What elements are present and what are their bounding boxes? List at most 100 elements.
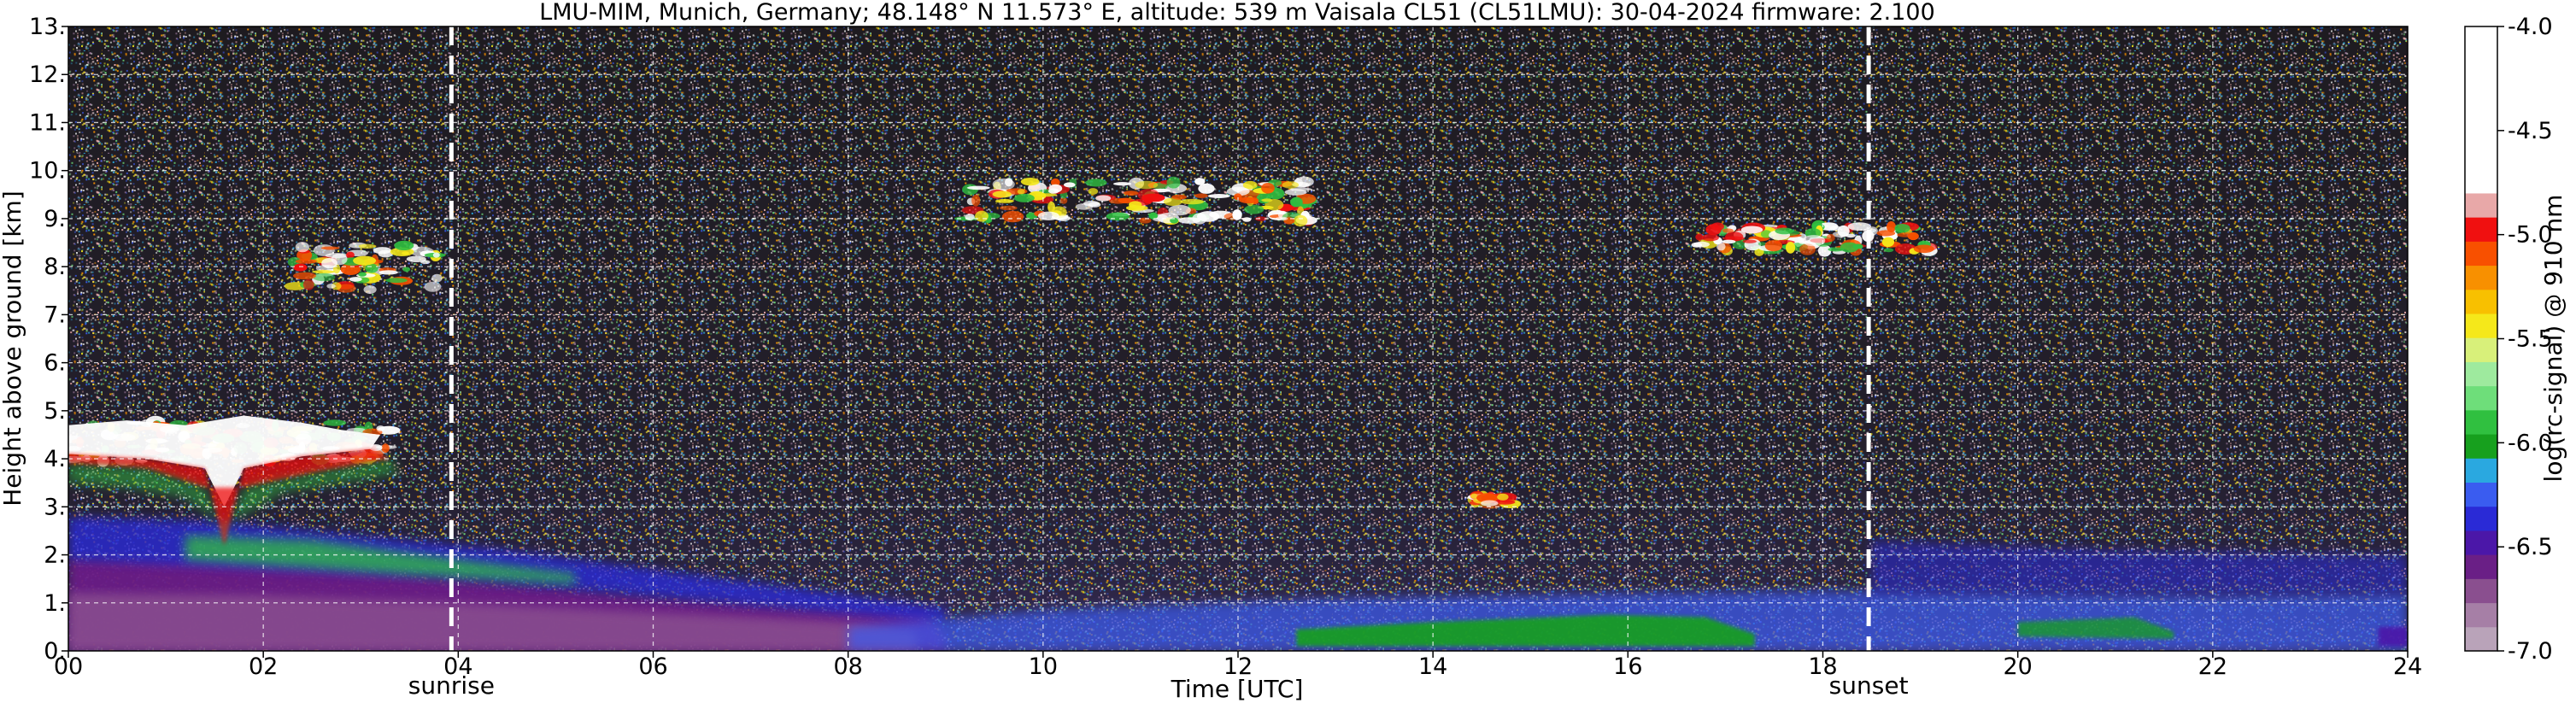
x-tick-label: 22 [2198,653,2227,680]
cloud-element-2 [1261,198,1273,202]
aerosol-green-morning [185,536,576,584]
y-tick-label: 2. [44,542,66,569]
cloud-element-4 [1722,228,1734,233]
cloud-element-4 [1828,247,1845,252]
cloud-element-2 [1265,199,1284,211]
cloud-element-4 [1907,231,1919,241]
cloud-element-4 [1883,248,1894,253]
cloud-element-1 [337,284,356,293]
cloud-element-1 [295,242,310,253]
cloud-element-1 [432,252,440,258]
cloud-element-1 [394,240,414,250]
cloud-element-2 [1020,178,1040,186]
cloud-element-2 [1059,197,1068,204]
cloud-element-0 [376,425,385,431]
cloud-element-4 [1695,233,1704,241]
cloud-element-2 [1137,189,1159,202]
cloud-element-2 [1014,193,1035,202]
cloud-element-4 [1887,221,1896,232]
cloud-element-2 [1234,193,1242,201]
cloud-element-2 [975,210,989,222]
cloud-element-2 [1148,212,1159,220]
y-tick-label: 10. [29,158,66,185]
cloud-element-2 [1244,204,1265,214]
cloud-element-3 [1497,493,1509,501]
colorbar-segment [2465,434,2497,459]
cloud-element-2 [1143,196,1153,204]
cloud-element-2 [1124,190,1139,196]
aerosol-edge [2378,626,2408,647]
cloud-element-2 [1168,204,1191,216]
grid [68,26,2408,651]
cloud-element-1 [295,259,317,264]
cloud-element-2 [1242,217,1252,222]
cloud-element-2 [1017,189,1025,195]
y-tick-label: 4. [44,446,66,472]
cloud-element-1 [431,273,443,283]
cloud-element-2 [1207,194,1230,198]
cloud-element-2 [1303,203,1312,208]
cloud-element-2 [992,178,1015,190]
cloud-element-1 [358,243,377,249]
cloud-element-2 [1180,198,1205,205]
cloud-element-4 [1881,237,1895,247]
residual-layer-core [68,593,917,651]
sun-markers: sunrise sunset [408,26,1909,700]
cloud-element-2 [965,214,975,221]
cloud-element-1 [293,263,308,272]
low-cloud-core [68,415,381,507]
cloud-element-2 [1064,182,1076,188]
colorbar-segment [2465,361,2497,387]
y-tick-label: 8. [44,254,66,280]
cloud-element-2 [1239,196,1259,204]
cloud-element-2 [1198,183,1215,194]
cloud-element-2 [1085,179,1107,187]
aerosol-green-afternoon [1296,614,1755,647]
cloud-element-1 [312,270,335,274]
colorbar-segment [2465,506,2497,531]
x-axis-label: Time [UTC] [1171,675,1304,703]
cloud-element-2 [992,190,1012,198]
cloud-element-4 [1826,233,1835,243]
cloud-element-4 [1693,241,1710,248]
x-tick-label: 20 [2003,653,2032,680]
colorbar-tick-label: -7.0 [2508,638,2553,665]
y-tick-label: 1. [44,590,66,617]
cloud-element-1 [365,263,378,273]
cloud-element-2 [1166,176,1181,189]
cloud-element-4 [1817,244,1832,257]
cloud-element-4 [1742,239,1757,243]
cloud-element-4 [1786,242,1796,254]
colorbar-segment [2465,626,2497,652]
cloud-element-4 [1722,239,1736,244]
cloud-element-3 [1481,500,1499,507]
x-tick-label: 14 [1418,653,1447,680]
cloud-element-1 [363,285,377,294]
x-tick-label: 04 [443,653,472,680]
cloud-element-2 [1095,195,1112,202]
cloud-element-1 [331,282,342,290]
y-tick-label: 5. [44,398,66,425]
y-tick-label: 7. [44,302,66,328]
cloud-element-4 [1802,235,1826,247]
colorbar-segment [2465,337,2497,362]
cloud-element-2 [1282,181,1300,189]
x-tick-label: 24 [2393,653,2422,680]
cloud-element-1 [378,270,398,275]
cloud-element-0 [381,443,390,454]
cloud-element-2 [999,205,1018,211]
cloud-element-1 [313,244,335,256]
colorbar-tick-label: -6.0 [2508,430,2553,456]
colorbar-segment [2465,409,2497,435]
cloud-element-1 [353,255,377,266]
cloud-element-2 [995,199,1014,203]
colorbar-segment [2465,385,2497,411]
y-tick-label: 13. [29,14,66,40]
cloud-element-1 [373,247,392,255]
chart-title: LMU-MIM, Munich, Germany; 48.148° N 11.5… [539,0,1935,26]
plot-area [68,26,2408,651]
cloud-element-1 [302,278,314,290]
cloud-element-2 [1194,178,1206,185]
